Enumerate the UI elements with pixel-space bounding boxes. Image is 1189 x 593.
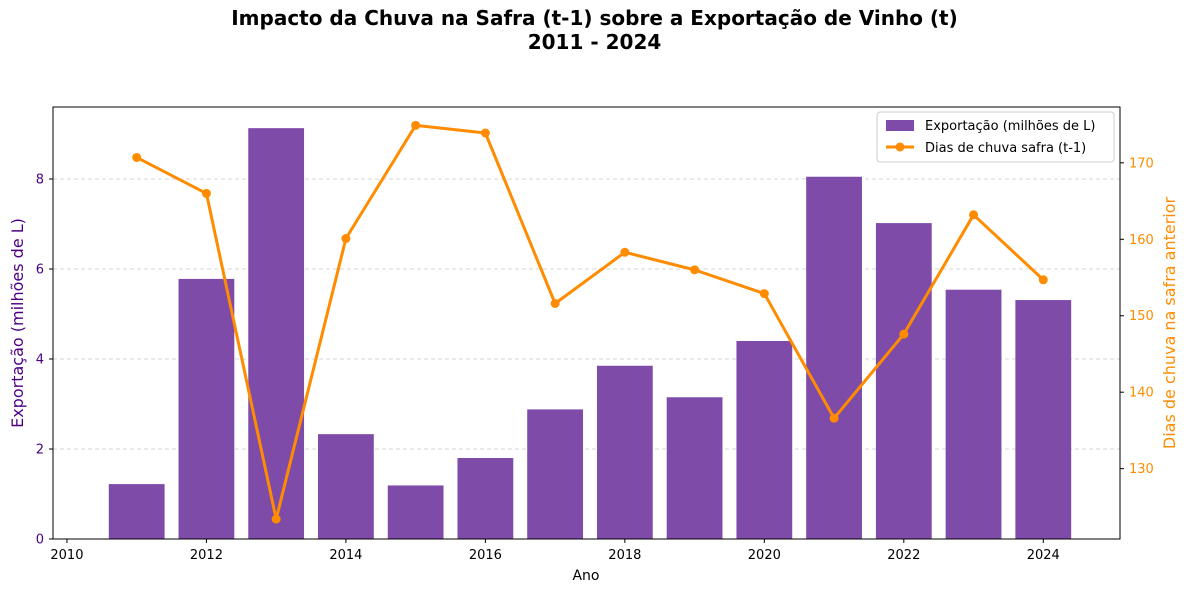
y-axis-right: 130 140 150 160 170 — [1120, 156, 1154, 477]
x-axis-label: Ano — [572, 568, 599, 584]
y-tick-label-right: 150 — [1129, 309, 1154, 324]
y-tick-label-left: 2 — [36, 443, 44, 458]
y-axis-label-right: Dias de chuva na safra anterior — [1160, 196, 1179, 449]
bar — [666, 397, 723, 539]
line-point — [759, 289, 769, 299]
bar — [457, 458, 514, 539]
x-tick-label: 2016 — [469, 548, 502, 563]
line-point — [411, 120, 421, 130]
y-tick-label-right: 170 — [1129, 156, 1154, 171]
x-tick-label: 2012 — [190, 548, 223, 563]
line-point — [132, 152, 142, 162]
bar — [248, 128, 305, 539]
plot-frame — [52, 106, 1121, 540]
line-point — [271, 514, 281, 524]
line-point — [341, 234, 351, 244]
bar — [596, 365, 653, 539]
y-tick-label-left: 6 — [36, 263, 44, 278]
line-point — [550, 299, 560, 309]
bar — [1015, 300, 1072, 539]
line-point — [1038, 275, 1048, 285]
y-axis-label-left: Exportação (milhões de L) — [8, 218, 27, 428]
line-point — [969, 210, 979, 220]
line-point — [620, 247, 630, 257]
y-tick-label-left: 8 — [36, 173, 44, 188]
bar — [178, 278, 235, 539]
series-line — [135, 123, 1045, 521]
legend-label-line: Dias de chuva safra (t-1) — [925, 141, 1086, 156]
x-tick-label: 2018 — [608, 548, 641, 563]
bar — [736, 341, 793, 539]
line-series — [132, 120, 1048, 524]
y-axis-left: 0 2 4 6 8 — [36, 173, 53, 548]
x-tick-label: 2014 — [329, 548, 362, 563]
line-point — [829, 413, 839, 423]
x-axis: 2010 2012 2014 2016 2018 2020 2022 2024 — [50, 539, 1060, 563]
x-tick-label: 2020 — [748, 548, 781, 563]
bar — [945, 289, 1002, 539]
x-tick-label: 2024 — [1027, 548, 1060, 563]
y-tick-label-right: 160 — [1129, 233, 1154, 248]
chart-subtitle: 2011 - 2024 — [528, 30, 662, 54]
line-point — [899, 329, 909, 339]
bar — [108, 484, 165, 539]
legend-label-bar: Exportação (milhões de L) — [925, 119, 1095, 134]
bar — [318, 434, 374, 539]
x-tick-label: 2010 — [50, 548, 83, 563]
line-point — [201, 188, 211, 198]
x-tick-label: 2022 — [887, 548, 920, 563]
y-tick-label-left: 0 — [36, 533, 44, 548]
y-tick-label-left: 4 — [36, 353, 44, 368]
bar — [806, 176, 862, 539]
bar — [527, 409, 584, 539]
bar — [875, 223, 932, 539]
line-point — [480, 128, 490, 138]
bar — [387, 485, 444, 539]
chart-title: Impacto da Chuva na Safra (t-1) sobre a … — [231, 6, 958, 30]
y-tick-label-right: 130 — [1129, 462, 1154, 477]
legend-box — [876, 111, 1115, 163]
y-tick-label-right: 140 — [1129, 386, 1154, 401]
legend-swatch-marker — [895, 142, 905, 152]
bar-series — [108, 128, 1072, 539]
legend-swatch-bar — [886, 120, 914, 131]
legend: Exportação (milhões de L) Dias de chuva … — [876, 111, 1115, 163]
line-point — [690, 265, 700, 275]
